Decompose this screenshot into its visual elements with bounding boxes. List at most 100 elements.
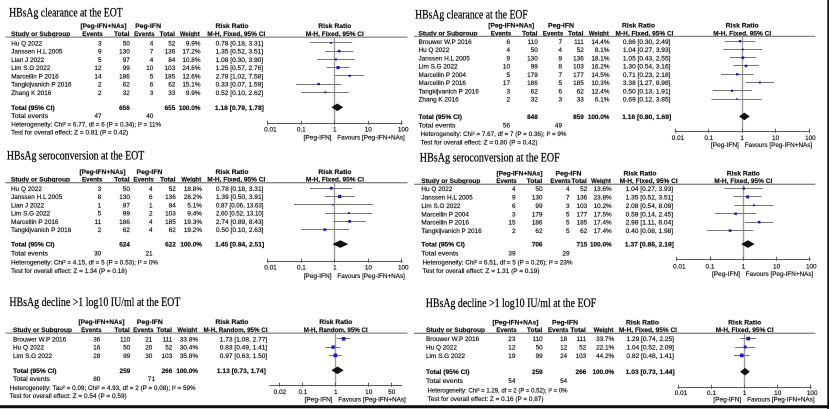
svg-text:Total events: Total events bbox=[11, 250, 48, 257]
svg-text:Tangkijvanich P 2016: Tangkijvanich P 2016 bbox=[11, 82, 72, 89]
svg-text:Risk Ratio: Risk Ratio bbox=[624, 170, 657, 177]
svg-text:715: 715 bbox=[577, 242, 588, 249]
svg-text:Hu Q 2022: Hu Q 2022 bbox=[13, 345, 44, 352]
svg-text:Events: Events bbox=[133, 327, 154, 334]
svg-text:17.2%: 17.2% bbox=[182, 49, 200, 56]
svg-text:Lim S.G 2022: Lim S.G 2022 bbox=[13, 353, 53, 360]
svg-text:Events: Events bbox=[81, 327, 102, 334]
svg-text:4: 4 bbox=[506, 47, 510, 54]
svg-text:186: 186 bbox=[532, 220, 543, 227]
svg-text:2.78 [1.02, 7.58]: 2.78 [1.02, 7.58] bbox=[216, 73, 264, 80]
svg-text:M-H, Fixed, 95% CI: M-H, Fixed, 95% CI bbox=[306, 177, 364, 184]
svg-text:Janssen H.L 2005: Janssen H.L 2005 bbox=[419, 55, 471, 62]
svg-text:8: 8 bbox=[558, 64, 562, 71]
svg-text:9: 9 bbox=[558, 55, 562, 62]
svg-text:100.0%: 100.0% bbox=[180, 242, 202, 249]
svg-text:110: 110 bbox=[533, 336, 544, 343]
svg-text:130: 130 bbox=[119, 49, 130, 56]
svg-text:3.38 [1.27, 8.98]: 3.38 [1.27, 8.98] bbox=[623, 80, 671, 87]
svg-text:99: 99 bbox=[123, 65, 131, 72]
svg-text:Total: Total bbox=[571, 178, 587, 185]
svg-text:17.4%: 17.4% bbox=[594, 220, 612, 227]
svg-text:1.25 [0.57, 2.76]: 1.25 [0.57, 2.76] bbox=[216, 65, 264, 72]
svg-text:110: 110 bbox=[528, 39, 539, 46]
svg-text:179: 179 bbox=[527, 72, 538, 79]
svg-text:9.4%: 9.4% bbox=[187, 211, 202, 218]
svg-text:Heterogeneity: Chi² = 4.15, df: Heterogeneity: Chi² = 4.15, df = 5 (P = … bbox=[11, 259, 158, 266]
svg-text:Favours [Peg-IFN+NAs]: Favours [Peg-IFN+NAs] bbox=[745, 142, 813, 149]
svg-text:4: 4 bbox=[558, 47, 562, 54]
svg-text:100: 100 bbox=[807, 390, 818, 397]
svg-text:20: 20 bbox=[145, 345, 153, 352]
svg-text:185: 185 bbox=[165, 73, 176, 80]
svg-text:32: 32 bbox=[531, 97, 539, 104]
svg-text:103: 103 bbox=[573, 64, 584, 71]
svg-text:Heterogeneity: Tau² = 0.09; Ch: Heterogeneity: Tau² = 0.09; Chi² = 4.93,… bbox=[10, 385, 196, 392]
svg-text:[Peg-IFN]: [Peg-IFN] bbox=[713, 397, 741, 404]
svg-text:0.1: 0.1 bbox=[297, 264, 306, 271]
svg-text:185: 185 bbox=[577, 220, 588, 227]
svg-text:47: 47 bbox=[94, 113, 102, 120]
svg-text:50: 50 bbox=[388, 389, 396, 396]
svg-text:HBsAg clearance at the EOF: HBsAg clearance at the EOF bbox=[415, 7, 528, 21]
svg-text:0.1: 0.1 bbox=[706, 264, 715, 271]
svg-text:Test for overall effect: Z = 0: Test for overall effect: Z = 0.80 (P = 0… bbox=[421, 140, 538, 147]
svg-text:5: 5 bbox=[558, 80, 562, 87]
svg-text:0.69 [0.12, 3.85]: 0.69 [0.12, 3.85] bbox=[623, 97, 671, 104]
svg-text:Total: Total bbox=[522, 30, 538, 37]
svg-text:2.60 [0.52, 13.10]: 2.60 [0.52, 13.10] bbox=[216, 211, 264, 218]
svg-text:HBsAg seroconversion at the EO: HBsAg seroconversion at the EOT bbox=[7, 149, 145, 163]
svg-text:259: 259 bbox=[532, 369, 543, 376]
svg-text:M-H, Fixed, 95% CI: M-H, Fixed, 95% CI bbox=[619, 327, 677, 334]
svg-text:52: 52 bbox=[580, 186, 588, 193]
svg-text:Hu Q 2022: Hu Q 2022 bbox=[426, 345, 457, 352]
svg-text:2: 2 bbox=[506, 97, 510, 104]
svg-text:14.4%: 14.4% bbox=[591, 39, 609, 46]
svg-text:23.8%: 23.8% bbox=[594, 195, 612, 202]
svg-text:Study or Subgroup: Study or Subgroup bbox=[11, 177, 70, 184]
svg-text:18.1%: 18.1% bbox=[591, 55, 609, 62]
svg-text:186: 186 bbox=[119, 219, 130, 226]
svg-text:1.45 [0.84, 2.51]: 1.45 [0.84, 2.51] bbox=[215, 242, 264, 249]
svg-text:Marcellin P 2004: Marcellin P 2004 bbox=[419, 72, 467, 79]
svg-text:185: 185 bbox=[165, 219, 176, 226]
svg-text:30: 30 bbox=[145, 353, 153, 360]
svg-text:Test for overall effect: Z = 1: Test for overall effect: Z = 1.31 (P = 0… bbox=[423, 268, 540, 275]
svg-text:2.74 [0.89, 8.43]: 2.74 [0.89, 8.43] bbox=[216, 219, 264, 226]
svg-text:0.01: 0.01 bbox=[264, 127, 277, 134]
svg-text:136: 136 bbox=[573, 55, 584, 62]
svg-text:Janssen H.L 2005: Janssen H.L 2005 bbox=[11, 49, 63, 56]
svg-text:0.78 [0.18, 3.31]: 0.78 [0.18, 3.31] bbox=[216, 40, 264, 47]
svg-text:100: 100 bbox=[398, 264, 409, 271]
svg-text:33.8%: 33.8% bbox=[180, 336, 198, 343]
svg-text:Peg-IFN: Peg-IFN bbox=[135, 23, 161, 30]
svg-text:Favours [Peg-IFN+NAs]: Favours [Peg-IFN+NAs] bbox=[337, 273, 405, 280]
svg-text:2.08 [0.54, 8.09]: 2.08 [0.54, 8.09] bbox=[626, 203, 674, 210]
svg-text:Tangkijvanich P 2016: Tangkijvanich P 2016 bbox=[421, 228, 482, 235]
svg-text:62: 62 bbox=[580, 228, 588, 235]
svg-text:19.3%: 19.3% bbox=[184, 219, 202, 226]
svg-text:Risk Ratio: Risk Ratio bbox=[728, 319, 761, 326]
svg-text:[Peg-IFN+NAs]: [Peg-IFN+NAs] bbox=[81, 23, 127, 30]
svg-text:Favours [Peg-IFN+NAs]: Favours [Peg-IFN+NAs] bbox=[338, 397, 406, 404]
svg-text:17.4%: 17.4% bbox=[594, 228, 612, 235]
svg-text:Study or Subgroup: Study or Subgroup bbox=[421, 178, 480, 185]
svg-text:Zhang K 2016: Zhang K 2016 bbox=[11, 90, 52, 97]
svg-text:M-H, Random, 95% CI: M-H, Random, 95% CI bbox=[204, 327, 268, 334]
svg-text:Total: Total bbox=[157, 327, 173, 334]
svg-text:10: 10 bbox=[365, 389, 373, 396]
svg-text:100: 100 bbox=[805, 135, 816, 142]
svg-text:Brouwer W.P 2016: Brouwer W.P 2016 bbox=[419, 39, 473, 46]
svg-text:Events: Events bbox=[496, 327, 517, 334]
svg-text:3: 3 bbox=[566, 203, 570, 210]
svg-text:71: 71 bbox=[148, 376, 156, 383]
svg-text:136: 136 bbox=[165, 194, 176, 201]
svg-text:24.6%: 24.6% bbox=[182, 65, 200, 72]
svg-text:50: 50 bbox=[535, 186, 543, 193]
svg-text:Total (95% CI): Total (95% CI) bbox=[13, 368, 57, 375]
svg-text:M-H, Fixed, 95% CI: M-H, Fixed, 95% CI bbox=[306, 31, 364, 38]
svg-text:177: 177 bbox=[573, 72, 584, 79]
svg-text:[Peg-IFN+NAs]: [Peg-IFN+NAs] bbox=[79, 319, 125, 326]
svg-text:99: 99 bbox=[536, 353, 544, 360]
svg-text:Study or Subgroup: Study or Subgroup bbox=[426, 327, 485, 334]
